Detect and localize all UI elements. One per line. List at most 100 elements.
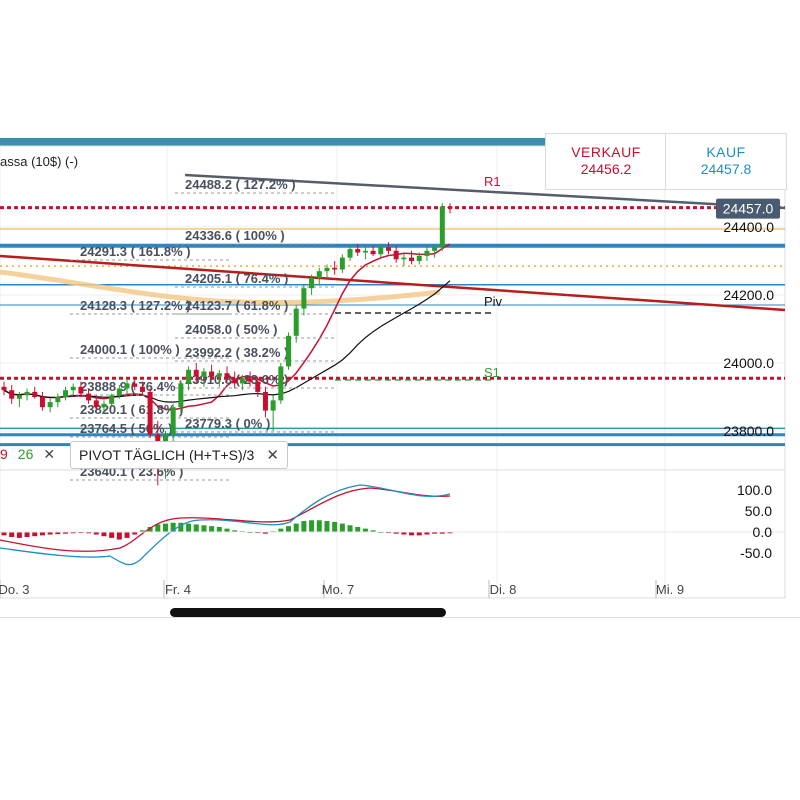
candle	[124, 383, 130, 389]
candle	[209, 371, 215, 377]
histogram-bar	[1, 532, 7, 536]
time-axis-label: Do. 3	[0, 582, 30, 597]
r1-label: R1	[484, 174, 501, 189]
candle	[32, 391, 38, 397]
histogram-bar	[393, 532, 399, 534]
candle	[309, 278, 315, 289]
candle	[393, 250, 399, 260]
candle	[385, 247, 391, 251]
grid-layer	[0, 145, 786, 599]
candle	[255, 381, 261, 392]
histogram-bar	[362, 528, 368, 532]
histogram-bar	[9, 532, 15, 538]
candle	[378, 247, 384, 255]
home-indicator-bar[interactable]	[170, 608, 446, 617]
histogram-bar	[286, 526, 292, 532]
current-price-value: 24457.0	[723, 201, 774, 217]
candle	[47, 402, 53, 408]
ma-slow-line	[3, 280, 451, 403]
histogram-bar	[47, 532, 53, 535]
candle	[139, 386, 145, 392]
candle	[324, 267, 330, 272]
buy-price-button[interactable]: KAUF 24457.8	[665, 133, 787, 190]
histogram-bar	[301, 521, 307, 532]
candle	[239, 378, 245, 384]
trend-line-grey	[184, 173, 786, 210]
histogram-bar	[124, 532, 130, 538]
pivot-indicator-legend[interactable]: PIVOT TÄGLICH (H+T+S)/3 ✕	[70, 441, 288, 469]
candle	[39, 397, 45, 408]
candle	[447, 206, 453, 209]
sell-price: 24456.2	[580, 161, 632, 177]
candle	[9, 390, 15, 399]
histogram-bar	[109, 532, 115, 538]
histogram-bar	[409, 532, 415, 536]
candle	[147, 391, 153, 435]
price-tick-label: 23800.0	[723, 423, 774, 439]
candle	[24, 391, 30, 396]
histogram-bar	[370, 530, 376, 532]
oscillator-layer	[0, 484, 785, 566]
histogram-bar	[16, 532, 22, 538]
histogram-bar	[424, 532, 430, 535]
sell-label: VERKAUF	[571, 144, 641, 160]
histogram-bar	[178, 522, 184, 532]
candle	[186, 369, 192, 384]
oscillator-line	[0, 484, 451, 566]
candle	[55, 397, 61, 403]
candle	[63, 390, 69, 397]
histogram-bar	[32, 532, 38, 537]
time-axis-label: Mi. 9	[656, 582, 684, 597]
price-tick-label: 24200.0	[723, 287, 774, 303]
histogram-bar	[93, 532, 99, 535]
close-icon[interactable]: ✕	[266, 447, 279, 464]
candle	[224, 373, 230, 379]
sell-price-button[interactable]: VERKAUF 24456.2	[545, 133, 667, 190]
fib-label: 23764.5 ( 50% )	[80, 421, 173, 436]
histogram-bar	[86, 532, 92, 534]
candle	[247, 378, 253, 382]
candle	[178, 383, 184, 408]
current-price-tag	[716, 198, 780, 219]
candle	[370, 250, 376, 255]
fib-label: 24205.1 ( 76.4% )	[185, 271, 288, 286]
histogram-bar	[339, 523, 345, 532]
trend-line-red	[0, 254, 786, 312]
candle	[409, 257, 415, 261]
histogram-bar	[193, 524, 199, 532]
candle	[424, 250, 430, 256]
fib-label: 23779.3 ( 0% )	[185, 416, 270, 431]
candle	[362, 250, 368, 253]
candle	[439, 206, 445, 248]
fib-label: 23888.9 ( 76.4% )	[80, 379, 183, 394]
candle	[132, 383, 138, 387]
s1-label: S1	[484, 365, 500, 380]
candle	[109, 395, 115, 404]
candle	[116, 388, 122, 396]
candle	[270, 400, 276, 411]
histogram-bar	[432, 532, 438, 534]
candle	[262, 391, 268, 411]
candle	[232, 378, 238, 384]
ma-band-orange	[0, 269, 441, 305]
histogram-bar	[278, 528, 284, 532]
close-icon[interactable]: ✕	[43, 445, 56, 462]
candle	[316, 271, 322, 278]
candle	[216, 373, 222, 377]
candle	[416, 255, 422, 261]
candle	[286, 335, 292, 367]
candle	[193, 369, 199, 377]
histogram-bar	[216, 526, 222, 532]
histogram-bar	[224, 528, 230, 532]
histogram-bar	[39, 532, 45, 536]
oscillator-tick-label: -50.0	[740, 545, 772, 561]
fib-label: 23992.2 ( 38.2% )	[185, 345, 288, 360]
histogram-bar	[324, 521, 330, 532]
histogram-bar	[401, 532, 407, 535]
histogram-bar	[447, 532, 453, 534]
histogram-bar	[355, 526, 361, 532]
histogram-bar	[24, 532, 30, 538]
histogram-bar	[147, 526, 153, 532]
piv-label: Piv	[484, 294, 503, 309]
